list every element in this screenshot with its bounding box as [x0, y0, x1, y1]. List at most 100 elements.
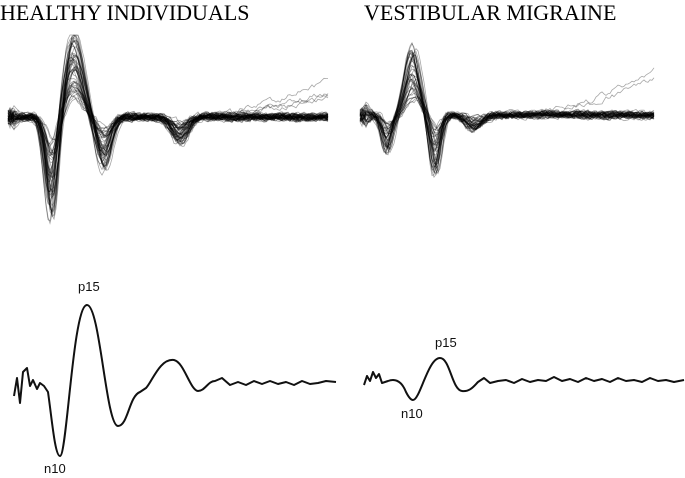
trace [7, 35, 329, 216]
trace [359, 97, 655, 134]
trace [7, 63, 329, 182]
trace [7, 84, 329, 157]
trace [7, 69, 329, 179]
peak-label: p15 [435, 335, 457, 350]
trace [359, 49, 655, 171]
trace [359, 52, 655, 175]
trace [359, 74, 655, 153]
trace [359, 53, 655, 168]
trace [7, 69, 329, 175]
trace [7, 83, 329, 163]
trace [359, 68, 655, 153]
trace [359, 50, 655, 177]
panel-title: VESTIBULAR MIGRAINE [364, 0, 616, 25]
trace [7, 88, 329, 157]
average-waveform [13, 304, 337, 457]
trace [7, 92, 328, 146]
trace [7, 61, 329, 191]
trace [7, 92, 329, 154]
trace [7, 34, 329, 225]
trace [7, 80, 329, 159]
trace [7, 86, 329, 152]
trace [359, 51, 655, 176]
peak-label: n10 [44, 461, 66, 476]
trace [359, 52, 655, 171]
trace [7, 54, 329, 198]
trace [359, 41, 655, 178]
trace [359, 42, 655, 175]
trace [7, 43, 329, 207]
trace [7, 58, 329, 190]
trace [7, 66, 329, 183]
trace [359, 78, 655, 146]
trace [359, 78, 655, 146]
trace [7, 39, 329, 207]
trace [359, 66, 655, 161]
trace [7, 66, 329, 178]
trace [7, 66, 329, 179]
trace [359, 54, 655, 170]
trace [7, 57, 329, 192]
trace [7, 89, 329, 156]
trace [7, 70, 329, 176]
trace [359, 87, 655, 138]
trace [359, 55, 655, 163]
trace [359, 95, 655, 133]
average-waveform [363, 357, 685, 401]
trace [7, 42, 329, 206]
trace [7, 34, 329, 221]
trace [359, 82, 655, 144]
trace [359, 73, 655, 153]
trace [7, 90, 329, 155]
trace [7, 34, 329, 217]
trace [7, 51, 329, 192]
trace [7, 89, 329, 147]
trace [359, 73, 655, 151]
trace [7, 70, 329, 179]
trace [359, 60, 655, 167]
trace [7, 46, 329, 196]
peak-label: n10 [401, 406, 423, 421]
peak-label: p15 [78, 279, 100, 294]
overlaid-traces [7, 34, 655, 225]
trace [7, 82, 329, 161]
trace [7, 95, 329, 142]
trace [359, 84, 655, 141]
trace [7, 56, 329, 193]
trace [359, 76, 655, 147]
trace [359, 48, 655, 174]
trace [7, 91, 329, 145]
trace [7, 56, 329, 193]
trace [7, 54, 329, 193]
trace [359, 68, 655, 156]
trace [7, 59, 329, 196]
trace [359, 85, 655, 138]
trace [7, 54, 329, 196]
trace [7, 65, 329, 181]
trace [359, 49, 655, 175]
trace [359, 76, 655, 146]
trace [359, 78, 655, 145]
trace [7, 81, 329, 156]
trace [7, 40, 329, 216]
trace [7, 80, 329, 157]
trace [7, 45, 329, 203]
trace [359, 55, 655, 165]
trace [359, 96, 655, 131]
trace [7, 69, 329, 175]
trace [7, 34, 329, 214]
trace [7, 59, 329, 182]
trace [359, 67, 655, 129]
trace [7, 39, 329, 213]
trace [359, 80, 655, 143]
trace [359, 53, 655, 168]
trace [359, 98, 655, 131]
trace [359, 51, 655, 172]
trace [7, 97, 329, 141]
trace [7, 36, 329, 222]
trace [7, 78, 329, 171]
trace [359, 87, 655, 135]
trace [359, 58, 655, 165]
trace [359, 78, 655, 148]
